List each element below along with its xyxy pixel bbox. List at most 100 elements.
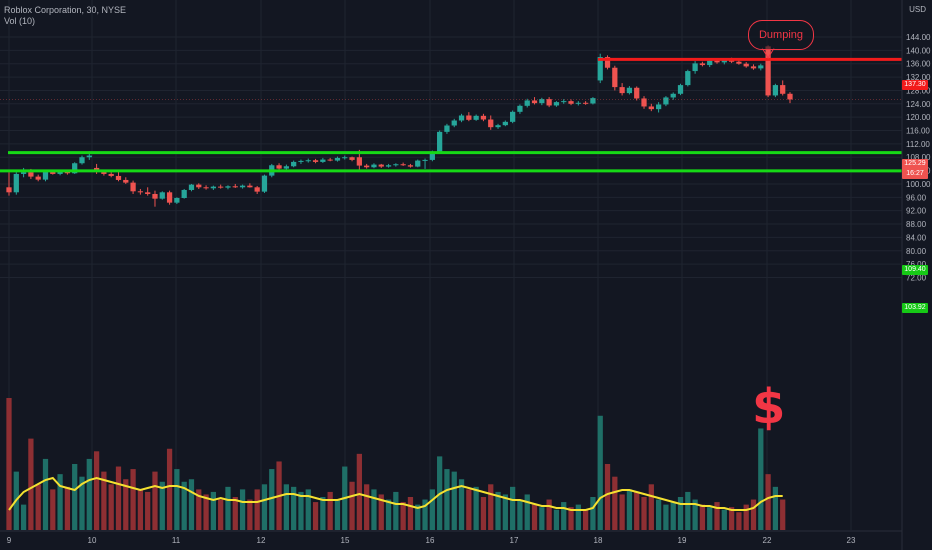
price-tick-label: 92.00 xyxy=(906,207,927,216)
candle-body xyxy=(57,171,63,174)
candle-body xyxy=(86,155,92,158)
candle-body xyxy=(196,184,202,188)
price-tick-label: 88.00 xyxy=(906,220,927,229)
green-level-upper-tag: 109.40 xyxy=(902,265,928,275)
candle-body xyxy=(677,85,684,94)
candle-body xyxy=(765,46,771,96)
candle-body xyxy=(772,85,779,96)
volume-bar xyxy=(634,491,640,530)
candle-body xyxy=(531,100,538,104)
dollar-sign-annotation: $ xyxy=(752,379,786,435)
time-tick-label: 15 xyxy=(341,536,350,545)
candle-body xyxy=(123,179,129,183)
candle-body xyxy=(342,157,348,159)
volume-bar xyxy=(137,489,144,530)
chart-legend: Roblox Corporation, 30, NYSE Vol (10) xyxy=(4,5,126,27)
volume-bar xyxy=(232,497,238,530)
volume-bar xyxy=(699,504,706,530)
candle-body xyxy=(254,187,260,192)
volume-bar xyxy=(64,486,71,530)
volume-bar xyxy=(458,479,465,530)
candle-body xyxy=(590,98,596,104)
candle-body xyxy=(466,115,472,120)
current-price-tag: 125.29 16:27 xyxy=(902,159,928,179)
volume-bar xyxy=(531,504,538,530)
volume-bar xyxy=(539,507,545,530)
volume-bar xyxy=(79,476,85,530)
candle-body xyxy=(539,99,545,104)
volume-bar xyxy=(714,502,720,530)
volume-bar xyxy=(305,489,311,530)
volume-bar xyxy=(473,486,479,530)
volume-bar xyxy=(692,499,698,530)
candle-body xyxy=(626,87,633,94)
volume-bar xyxy=(663,504,669,530)
volume-bar xyxy=(444,469,450,530)
volume-bar xyxy=(210,491,217,530)
candle-body xyxy=(758,65,764,69)
volume-bar xyxy=(772,486,779,530)
time-tick-label: 18 xyxy=(594,536,603,545)
price-tick-label: 120.00 xyxy=(906,113,931,122)
candle-body xyxy=(495,125,501,128)
volume-bar xyxy=(6,398,12,530)
volume-bar xyxy=(298,491,304,530)
candle-body xyxy=(6,187,12,193)
volume-bar xyxy=(407,497,414,530)
candle-body xyxy=(743,63,749,67)
volume-bar xyxy=(371,489,377,530)
candle-body xyxy=(663,97,669,105)
candle-body xyxy=(188,184,195,190)
volume-bar xyxy=(780,499,786,530)
volume-bar xyxy=(86,458,92,530)
volume-bar xyxy=(429,489,435,530)
horizontal-levels[interactable] xyxy=(0,47,902,173)
volume-bar xyxy=(575,504,581,530)
green-level-lower-tag: 103.92 xyxy=(902,303,928,313)
volume-bar xyxy=(604,464,611,530)
volume-bar xyxy=(655,499,662,530)
volume-bar xyxy=(181,481,187,530)
volume-bar xyxy=(349,481,355,530)
volume-bar xyxy=(101,471,107,530)
volume-bar xyxy=(728,507,735,530)
candle-body xyxy=(50,171,56,174)
candle-body xyxy=(692,63,698,72)
volume-bar xyxy=(283,484,289,530)
bar-countdown: 16:27 xyxy=(906,170,924,177)
symbol-title: Roblox Corporation, 30, NYSE xyxy=(4,5,127,15)
candle-body xyxy=(685,71,691,86)
candle-body xyxy=(407,165,414,167)
volume-bar xyxy=(510,486,516,530)
candle-body xyxy=(575,102,581,104)
candle-body xyxy=(502,121,508,126)
candle-body xyxy=(334,157,341,161)
candle-body xyxy=(619,87,625,94)
candle-body xyxy=(225,186,231,188)
volume-bar xyxy=(480,497,487,530)
volume-bar xyxy=(320,497,326,530)
volume-bar xyxy=(765,474,771,530)
volume-bar xyxy=(203,494,209,530)
candle-body xyxy=(203,187,209,189)
volume-bar xyxy=(685,491,691,530)
callout-pointer xyxy=(761,47,775,59)
price-tick-label: 108.00 xyxy=(906,153,931,162)
volume-bar xyxy=(612,476,618,530)
currency-label[interactable]: USD xyxy=(909,5,926,14)
volume-indicator-label: Vol (10) xyxy=(4,16,36,26)
volume-bar xyxy=(115,466,122,530)
candle-body xyxy=(349,157,355,160)
candle-body xyxy=(232,186,238,188)
candle-body xyxy=(561,101,567,103)
volume-bar xyxy=(677,497,684,530)
candle-body xyxy=(174,197,180,203)
candle-body xyxy=(473,115,479,120)
volume-bar xyxy=(291,486,297,530)
volume-bar xyxy=(188,479,195,530)
volume-bar xyxy=(364,484,370,530)
volume-bar xyxy=(57,474,63,530)
volume-bar xyxy=(50,489,56,530)
volume-bar xyxy=(166,448,173,530)
